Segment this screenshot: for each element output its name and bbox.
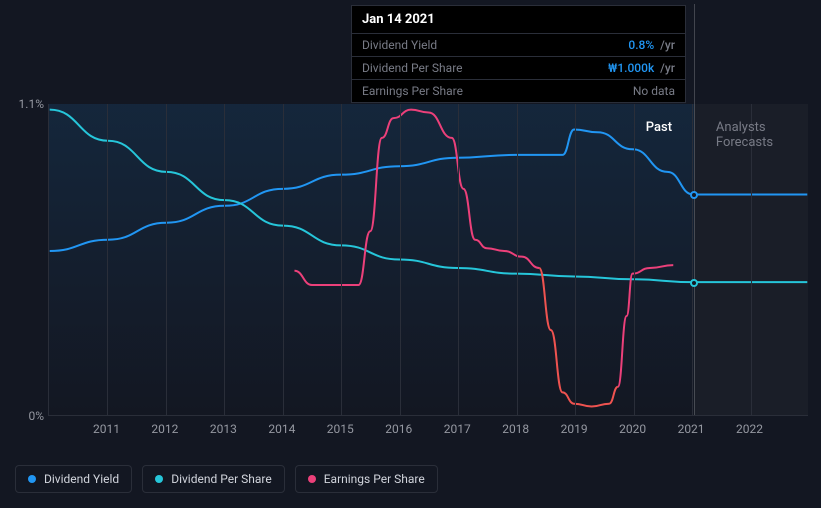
region-labels: Past Analysts Forecasts [48, 120, 808, 140]
y-axis: 0%1.1% [0, 104, 48, 416]
x-tick-label: 2020 [619, 422, 646, 436]
legend-item[interactable]: Dividend Per Share [142, 465, 285, 493]
x-tick-label: 2019 [561, 422, 588, 436]
past-label: Past [646, 120, 672, 135]
legend-dot [308, 475, 316, 483]
legend-item[interactable]: Dividend Yield [15, 465, 132, 493]
tooltip-date: Jan 14 2021 [352, 6, 685, 33]
chart-svg [49, 104, 808, 415]
legend-dot [155, 475, 163, 483]
x-tick-label: 2017 [444, 422, 471, 436]
tooltip: Jan 14 2021 Dividend Yield0.8% /yrDivide… [351, 5, 686, 103]
gridline [692, 104, 693, 415]
series-earnings_per_share [539, 268, 618, 407]
plot-area[interactable] [48, 104, 808, 416]
x-tick-label: 2015 [327, 422, 354, 436]
tooltip-row-value: 0.8% /yr [628, 38, 675, 52]
tooltip-row-label: Dividend Yield [362, 38, 628, 52]
tooltip-row: Dividend Per Share₩1.000k /yr [352, 56, 685, 79]
tooltip-row: Dividend Yield0.8% /yr [352, 33, 685, 56]
x-tick-label: 2022 [736, 422, 763, 436]
x-tick-label: 2013 [210, 422, 237, 436]
gridline [575, 104, 576, 415]
series-marker [690, 279, 698, 287]
legend: Dividend Yield Dividend Per Share Earnings… [15, 465, 438, 493]
gridline [517, 104, 518, 415]
legend-label: Dividend Per Share [171, 472, 272, 486]
gridline [283, 104, 284, 415]
gridline [634, 104, 635, 415]
tooltip-row-value: ₩1.000k /yr [608, 61, 675, 75]
x-tick-label: 2012 [151, 422, 178, 436]
series-marker [690, 191, 698, 199]
tooltip-row: Earnings Per ShareNo data [352, 79, 685, 102]
legend-label: Dividend Yield [44, 472, 119, 486]
legend-item[interactable]: Earnings Per Share [295, 465, 438, 493]
legend-dot [28, 475, 36, 483]
gridline [400, 104, 401, 415]
forecast-label: Analysts Forecasts [716, 120, 777, 150]
chart-container: Jan 14 2021 Dividend Yield0.8% /yrDivide… [0, 0, 821, 508]
tooltip-row-label: Earnings Per Share [362, 84, 633, 98]
legend-label: Earnings Per Share [324, 472, 425, 486]
tooltip-row-value: No data [633, 84, 675, 98]
y-tick-label: 0% [28, 409, 44, 423]
gridline [166, 104, 167, 415]
gridline [224, 104, 225, 415]
gridline [107, 104, 108, 415]
x-tick-label: 2021 [678, 422, 705, 436]
x-tick-label: 2014 [268, 422, 295, 436]
x-axis: 2011 2012 2013 2014 2015 2016 2017 2018 2019 2020… [48, 422, 808, 442]
x-tick-label: 2018 [502, 422, 529, 436]
gridline [751, 104, 752, 415]
x-tick-label: 2016 [385, 422, 412, 436]
gridline [341, 104, 342, 415]
series-earnings_per_share [618, 265, 673, 387]
y-tick-label: 1.1% [19, 97, 44, 111]
gridline [458, 104, 459, 415]
tooltip-row-label: Dividend Per Share [362, 61, 608, 75]
x-tick-label: 2011 [93, 422, 120, 436]
